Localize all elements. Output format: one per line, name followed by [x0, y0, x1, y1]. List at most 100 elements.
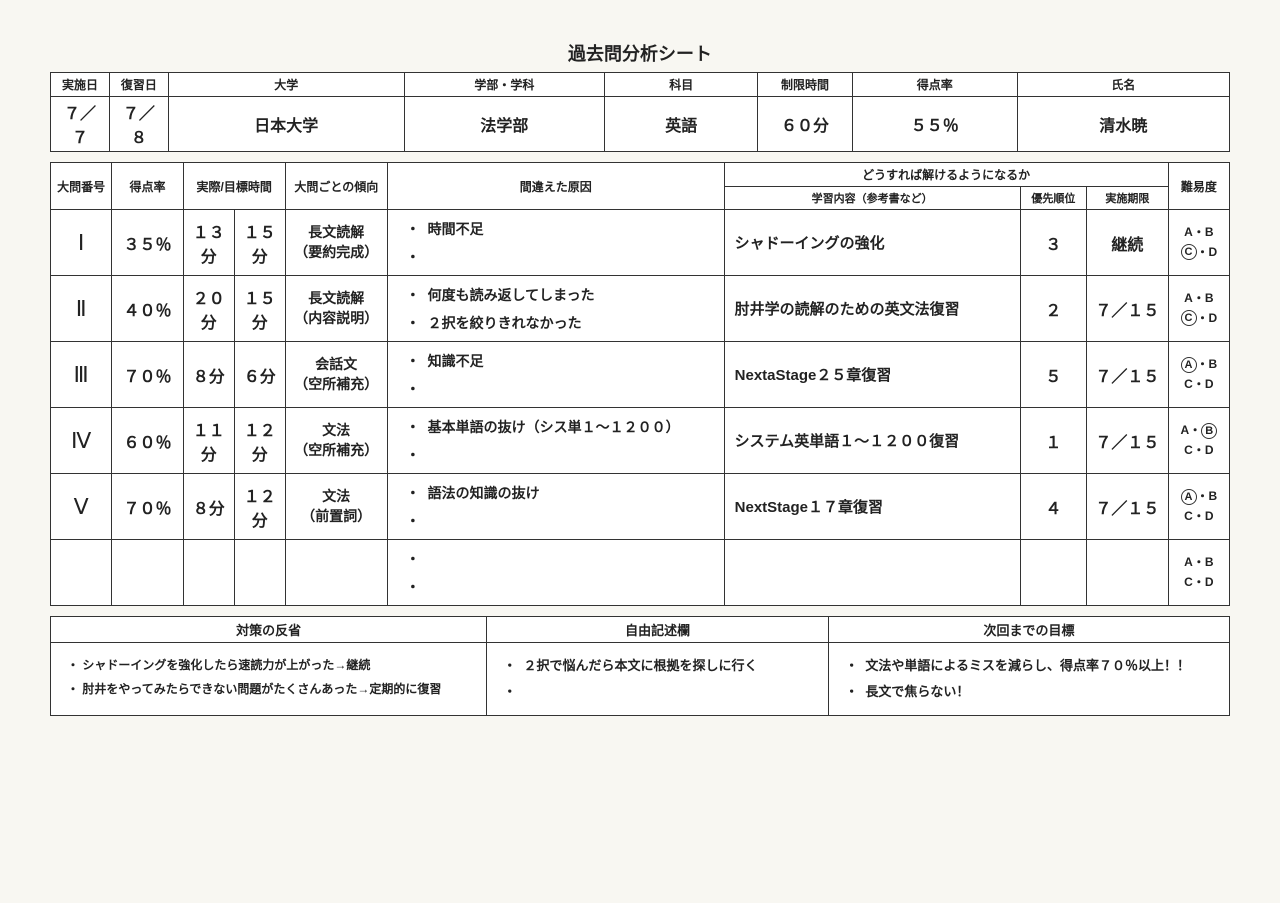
row-due: 継続: [1087, 210, 1169, 276]
row-study: シャドーイングの強化: [724, 210, 1020, 276]
row-priority: [1020, 540, 1086, 606]
row-time-target: １５分: [234, 276, 285, 342]
row-difficulty: A・BC・D: [1168, 276, 1229, 342]
row-score: ７０％: [112, 342, 183, 408]
row-difficulty: A・BC・D: [1168, 210, 1229, 276]
row-study: NextStage１７章復習: [724, 474, 1020, 540]
hdr-score: ５５％: [852, 97, 1017, 152]
analysis-row: Ⅱ４０％２０分１５分長文読解（内容説明）・ 何度も読み返してしまった・ ２択を絞…: [51, 276, 1230, 342]
qnum: Ⅴ: [51, 474, 112, 540]
analysis-row: Ⅳ６０％１１分１２分文法（空所補充）・ 基本単語の抜け（シス単１～１２００）・ …: [51, 408, 1230, 474]
col-due: 実施期限: [1087, 187, 1169, 210]
row-reason: ・ 基本単語の抜け（シス単１～１２００）・: [387, 408, 724, 474]
analysis-row: ・ ・ A・BC・D: [51, 540, 1230, 606]
row-study: NextaStage２５章復習: [724, 342, 1020, 408]
row-score: ４０％: [112, 276, 183, 342]
hdr-name-label: 氏名: [1017, 73, 1229, 97]
row-due: [1087, 540, 1169, 606]
reflect-1: シャドーイングを強化したら速読力が上がった→継続: [82, 658, 370, 672]
free-1: ２択で悩んだら本文に根拠を探しに行く: [523, 658, 757, 673]
hdr-date-label: 実施日: [51, 73, 110, 97]
hdr-date: ７／７: [51, 97, 110, 152]
row-reason: ・ 時間不足・: [387, 210, 724, 276]
row-time-actual: ８分: [183, 342, 234, 408]
row-difficulty: A・BC・D: [1168, 408, 1229, 474]
row-difficulty: A・BC・D: [1168, 474, 1229, 540]
row-study: システム英単語１～１２００復習: [724, 408, 1020, 474]
row-priority: ３: [1020, 210, 1086, 276]
hdr-score-label: 得点率: [852, 73, 1017, 97]
row-reason: ・ ・: [387, 540, 724, 606]
qnum: Ⅲ: [51, 342, 112, 408]
row-time-target: １２分: [234, 474, 285, 540]
row-time-actual: １３分: [183, 210, 234, 276]
row-trend: 文法（前置詞）: [285, 474, 387, 540]
hdr-name: 清水暁: [1017, 97, 1229, 152]
row-time-target: １２分: [234, 408, 285, 474]
row-reason: ・ 何度も読み返してしまった・ ２択を絞りきれなかった: [387, 276, 724, 342]
qnum: Ⅳ: [51, 408, 112, 474]
row-time-target: １５分: [234, 210, 285, 276]
row-score: [112, 540, 183, 606]
row-priority: ４: [1020, 474, 1086, 540]
col-time: 実際/目標時間: [183, 163, 285, 210]
row-score: ７０％: [112, 474, 183, 540]
row-time-actual: ２０分: [183, 276, 234, 342]
hdr-subject: 英語: [605, 97, 758, 152]
goal-label: 次回までの目標: [829, 617, 1230, 643]
col-difficulty: 難易度: [1168, 163, 1229, 210]
page-title: 過去問分析シート: [50, 40, 1230, 66]
row-score: ３５％: [112, 210, 183, 276]
hdr-subject-label: 科目: [605, 73, 758, 97]
col-qnum: 大問番号: [51, 163, 112, 210]
header-table: 実施日 復習日 大学 学部・学科 科目 制限時間 得点率 氏名 ７／７ ７／８ …: [50, 72, 1230, 152]
row-reason: ・ 語法の知識の抜け・: [387, 474, 724, 540]
reflect-cell: ・ シャドーイングを強化したら速読力が上がった→継続 ・ 肘井をやってみたらでき…: [51, 643, 487, 716]
row-time-target: [234, 540, 285, 606]
analysis-row: Ⅲ７０％８分６分会話文（空所補充）・ 知識不足・ NextaStage２５章復習…: [51, 342, 1230, 408]
analysis-row: Ⅰ３５％１３分１５分長文読解（要約完成）・ 時間不足・ シャドーイングの強化３継…: [51, 210, 1230, 276]
free-label: 自由記述欄: [487, 617, 829, 643]
row-priority: ２: [1020, 276, 1086, 342]
col-howto: どうすれば解けるようになるか: [724, 163, 1168, 187]
row-priority: １: [1020, 408, 1086, 474]
qnum: Ⅱ: [51, 276, 112, 342]
row-due: ７／１５: [1087, 342, 1169, 408]
col-priority: 優先順位: [1020, 187, 1086, 210]
row-time-actual: ８分: [183, 474, 234, 540]
row-due: ７／１５: [1087, 276, 1169, 342]
goal-1: 文法や単語によるミスを減らし、得点率７０％以上！！: [865, 658, 1190, 673]
hdr-review: ７／８: [109, 97, 168, 152]
hdr-faculty-label: 学部・学科: [404, 73, 604, 97]
reflect-2: 肘井をやってみたらできない問題がたくさんあった→定期的に復習: [82, 682, 441, 696]
bottom-table: 対策の反省 自由記述欄 次回までの目標 ・ シャドーイングを強化したら速読力が上…: [50, 616, 1230, 716]
row-difficulty: A・BC・D: [1168, 540, 1229, 606]
hdr-faculty: 法学部: [404, 97, 604, 152]
goal-2: 長文で焦らない！: [865, 684, 969, 699]
row-due: ７／１５: [1087, 408, 1169, 474]
row-priority: ５: [1020, 342, 1086, 408]
row-score: ６０％: [112, 408, 183, 474]
row-trend: 会話文（空所補充）: [285, 342, 387, 408]
row-due: ７／１５: [1087, 474, 1169, 540]
row-study: [724, 540, 1020, 606]
row-time-actual: [183, 540, 234, 606]
goal-cell: ・ 文法や単語によるミスを減らし、得点率７０％以上！！ ・ 長文で焦らない！: [829, 643, 1230, 716]
col-reason: 間違えた原因: [387, 163, 724, 210]
hdr-univ: 日本大学: [168, 97, 404, 152]
row-time-target: ６分: [234, 342, 285, 408]
row-trend: 長文読解（要約完成）: [285, 210, 387, 276]
reflect-label: 対策の反省: [51, 617, 487, 643]
row-trend: [285, 540, 387, 606]
hdr-limit-label: 制限時間: [758, 73, 852, 97]
qnum: Ⅰ: [51, 210, 112, 276]
row-trend: 文法（空所補充）: [285, 408, 387, 474]
row-reason: ・ 知識不足・: [387, 342, 724, 408]
hdr-review-label: 復習日: [109, 73, 168, 97]
row-trend: 長文読解（内容説明）: [285, 276, 387, 342]
col-study: 学習内容（参考書など）: [724, 187, 1020, 210]
col-score: 得点率: [112, 163, 183, 210]
hdr-univ-label: 大学: [168, 73, 404, 97]
hdr-limit: ６０分: [758, 97, 852, 152]
analysis-table: 大問番号 得点率 実際/目標時間 大問ごとの傾向 間違えた原因 どうすれば解ける…: [50, 162, 1230, 606]
